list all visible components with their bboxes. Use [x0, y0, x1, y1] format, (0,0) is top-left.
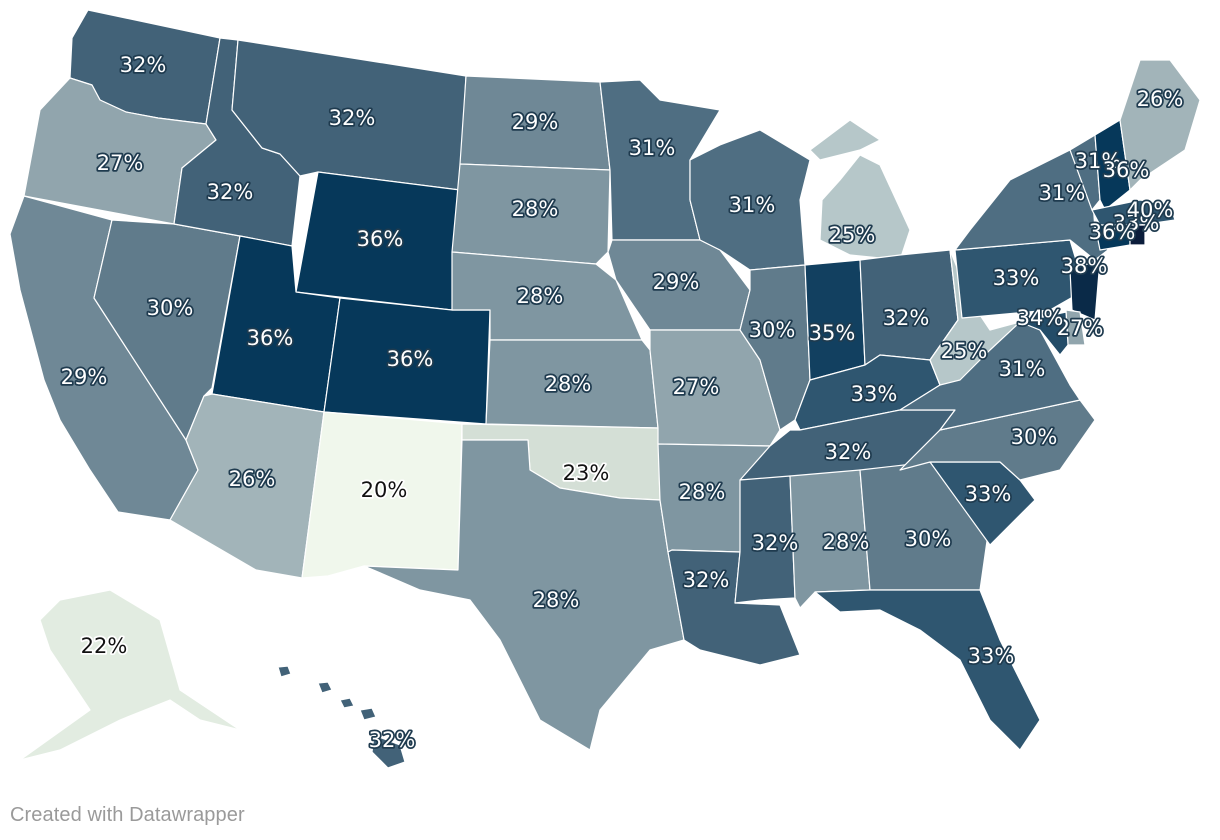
value-label-nh: 36% — [1103, 158, 1150, 182]
value-label-la: 32% — [683, 568, 730, 592]
value-label-sc: 33% — [965, 482, 1012, 506]
state-ri[interactable] — [1129, 224, 1146, 246]
value-label-in: 35% — [809, 321, 856, 345]
map-canvas: 32% 27% 29% 30% 32% 32% 36% 36% 26% 36% 20% 29% 28% 2… — [9, 9, 1201, 769]
value-label-ri: 40% — [1127, 198, 1174, 222]
value-label-oh: 32% — [883, 306, 930, 330]
state-shape-sd[interactable] — [451, 163, 611, 265]
value-label-id: 32% — [207, 180, 254, 204]
state-shape-hi-3[interactable] — [339, 697, 355, 709]
value-label-az: 26% — [229, 467, 276, 491]
state-nj[interactable] — [1069, 259, 1101, 321]
value-label-md: 34% — [1017, 306, 1064, 330]
state-ak[interactable] — [19, 589, 241, 761]
value-label-ar: 28% — [679, 480, 726, 504]
state-shape-ri[interactable] — [1129, 224, 1146, 246]
state-fl[interactable] — [814, 589, 1041, 751]
value-label-wi: 31% — [729, 193, 776, 217]
value-label-de: 27% — [1057, 316, 1104, 340]
state-md[interactable] — [1019, 311, 1069, 356]
value-label-nv: 30% — [147, 296, 194, 320]
value-label-ok: 23% — [563, 461, 610, 485]
value-label-tn: 32% — [825, 440, 872, 464]
state-shape-in[interactable] — [804, 259, 866, 381]
value-label-nj: 38% — [1061, 254, 1108, 278]
state-shape-nh[interactable] — [1094, 119, 1131, 211]
state-shape-tx[interactable] — [363, 439, 685, 751]
value-label-tx: 28% — [533, 588, 580, 612]
value-label-al: 28% — [823, 530, 870, 554]
value-label-pa: 33% — [993, 266, 1040, 290]
value-label-or: 27% — [97, 151, 144, 175]
value-label-ia: 29% — [653, 270, 700, 294]
value-label-ks: 28% — [545, 372, 592, 396]
value-label-co: 36% — [387, 347, 434, 371]
value-label-mt: 32% — [329, 106, 376, 130]
value-label-mo: 27% — [673, 375, 720, 399]
state-shape-me[interactable] — [1119, 59, 1201, 191]
value-label-ga: 30% — [905, 527, 952, 551]
value-label-nc: 30% — [1011, 425, 1058, 449]
value-label-ky: 33% — [851, 382, 898, 406]
value-label-wy: 36% — [357, 227, 404, 251]
state-shape-ak[interactable] — [19, 589, 241, 761]
value-label-vt: 31% — [1075, 149, 1122, 173]
value-label-ak: 22% — [81, 634, 128, 658]
credit-line: Created with Datawrapper — [10, 804, 245, 826]
value-label-nm: 20% — [361, 478, 408, 502]
state-shape-hi-5[interactable] — [371, 734, 406, 769]
labels-layer: 32% 27% 29% 30% 32% 32% 36% 36% 26% 36% 20% 29% 28% 2… — [59, 51, 1185, 754]
value-label-hi: 32% — [369, 728, 416, 752]
value-label-ma: 33% — [1113, 211, 1160, 235]
state-in[interactable] — [804, 259, 866, 381]
value-label-va: 31% — [999, 357, 1046, 381]
value-label-nd: 29% — [512, 110, 559, 134]
value-label-me: 26% — [1137, 87, 1184, 111]
value-label-mn: 31% — [629, 136, 676, 160]
state-sd[interactable] — [451, 163, 611, 265]
state-shape-mi-1[interactable] — [809, 119, 881, 161]
value-label-ms: 32% — [752, 531, 799, 555]
state-co[interactable] — [323, 297, 491, 425]
value-label-ca: 29% — [61, 365, 108, 389]
value-label-ct: 36% — [1089, 220, 1136, 244]
state-tx[interactable] — [363, 439, 685, 751]
value-label-il: 30% — [749, 318, 796, 342]
states-layer — [9, 9, 1201, 769]
us-choropleth-map: 32% 27% 29% 30% 32% 32% 36% 36% 26% 36% 20% 29% 28% 2… — [9, 9, 1201, 769]
state-shape-hi-1[interactable] — [277, 665, 292, 678]
state-shape-fl[interactable] — [814, 589, 1041, 751]
value-label-wa: 32% — [120, 53, 167, 77]
state-shape-co[interactable] — [323, 297, 491, 425]
value-label-mi: 25% — [829, 223, 876, 247]
value-label-fl: 33% — [968, 644, 1015, 668]
state-nh[interactable] — [1094, 119, 1131, 211]
state-shape-hi-4[interactable] — [359, 707, 377, 721]
state-hi[interactable] — [277, 665, 406, 769]
value-label-ny: 31% — [1039, 181, 1086, 205]
value-label-sd: 28% — [512, 197, 559, 221]
value-label-ut: 36% — [247, 326, 294, 350]
value-label-ne: 28% — [517, 284, 564, 308]
state-me[interactable] — [1119, 59, 1201, 191]
state-mi[interactable] — [809, 119, 911, 261]
state-shape-hi-2[interactable] — [317, 681, 333, 694]
value-label-wv: 25% — [941, 339, 988, 363]
state-shape-md[interactable] — [1019, 311, 1069, 356]
state-shape-nj[interactable] — [1069, 259, 1101, 321]
